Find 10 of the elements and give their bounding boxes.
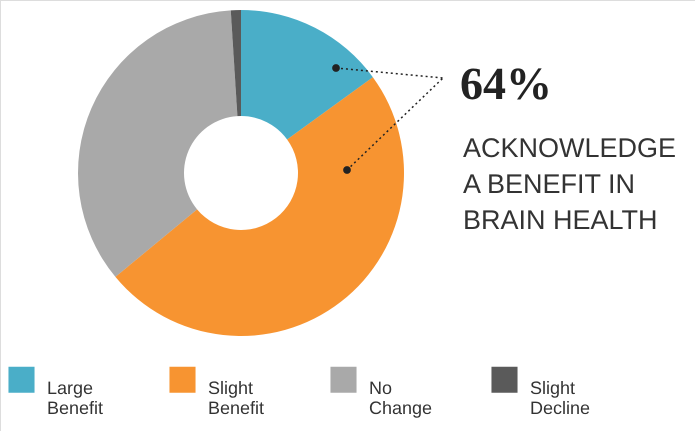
legend-label: Large Benefit (47, 378, 104, 418)
legend-label: No Change (369, 378, 432, 418)
text: 64% (460, 58, 552, 109)
donut-slice (241, 10, 373, 140)
donut-slice (230, 10, 241, 116)
text: ACKNOWLEDGE A BENEFIT IN BRAIN HEALTH (463, 133, 676, 235)
donut-slice (78, 10, 238, 277)
legend-label: Slight Decline (530, 378, 590, 418)
legend-label: Slight Benefit (208, 378, 264, 418)
donut-slice (115, 77, 404, 336)
